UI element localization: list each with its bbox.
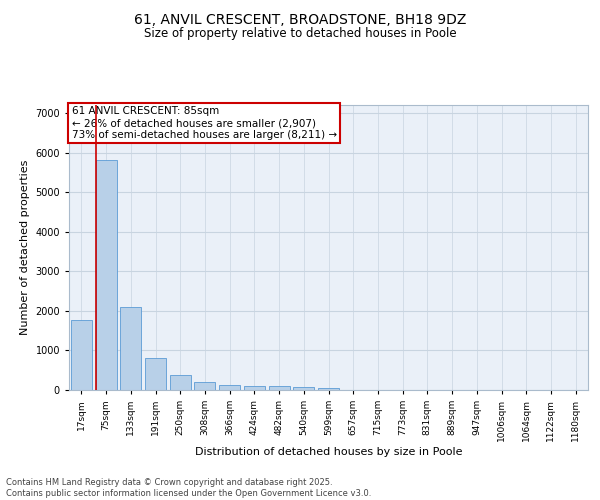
Bar [194, 382, 215, 390]
Bar [170, 376, 191, 390]
Y-axis label: Number of detached properties: Number of detached properties [20, 160, 30, 335]
Bar [120, 308, 141, 390]
Bar [71, 320, 92, 390]
X-axis label: Distribution of detached houses by size in Poole: Distribution of detached houses by size … [195, 446, 462, 456]
Bar [318, 388, 339, 390]
Text: Size of property relative to detached houses in Poole: Size of property relative to detached ho… [143, 28, 457, 40]
Text: Contains HM Land Registry data © Crown copyright and database right 2025.
Contai: Contains HM Land Registry data © Crown c… [6, 478, 371, 498]
Text: 61, ANVIL CRESCENT, BROADSTONE, BH18 9DZ: 61, ANVIL CRESCENT, BROADSTONE, BH18 9DZ [134, 12, 466, 26]
Bar [219, 385, 240, 390]
Text: 61 ANVIL CRESCENT: 85sqm
← 26% of detached houses are smaller (2,907)
73% of sem: 61 ANVIL CRESCENT: 85sqm ← 26% of detach… [71, 106, 337, 140]
Bar [145, 358, 166, 390]
Bar [95, 160, 116, 390]
Bar [269, 386, 290, 390]
Bar [293, 387, 314, 390]
Bar [244, 386, 265, 390]
